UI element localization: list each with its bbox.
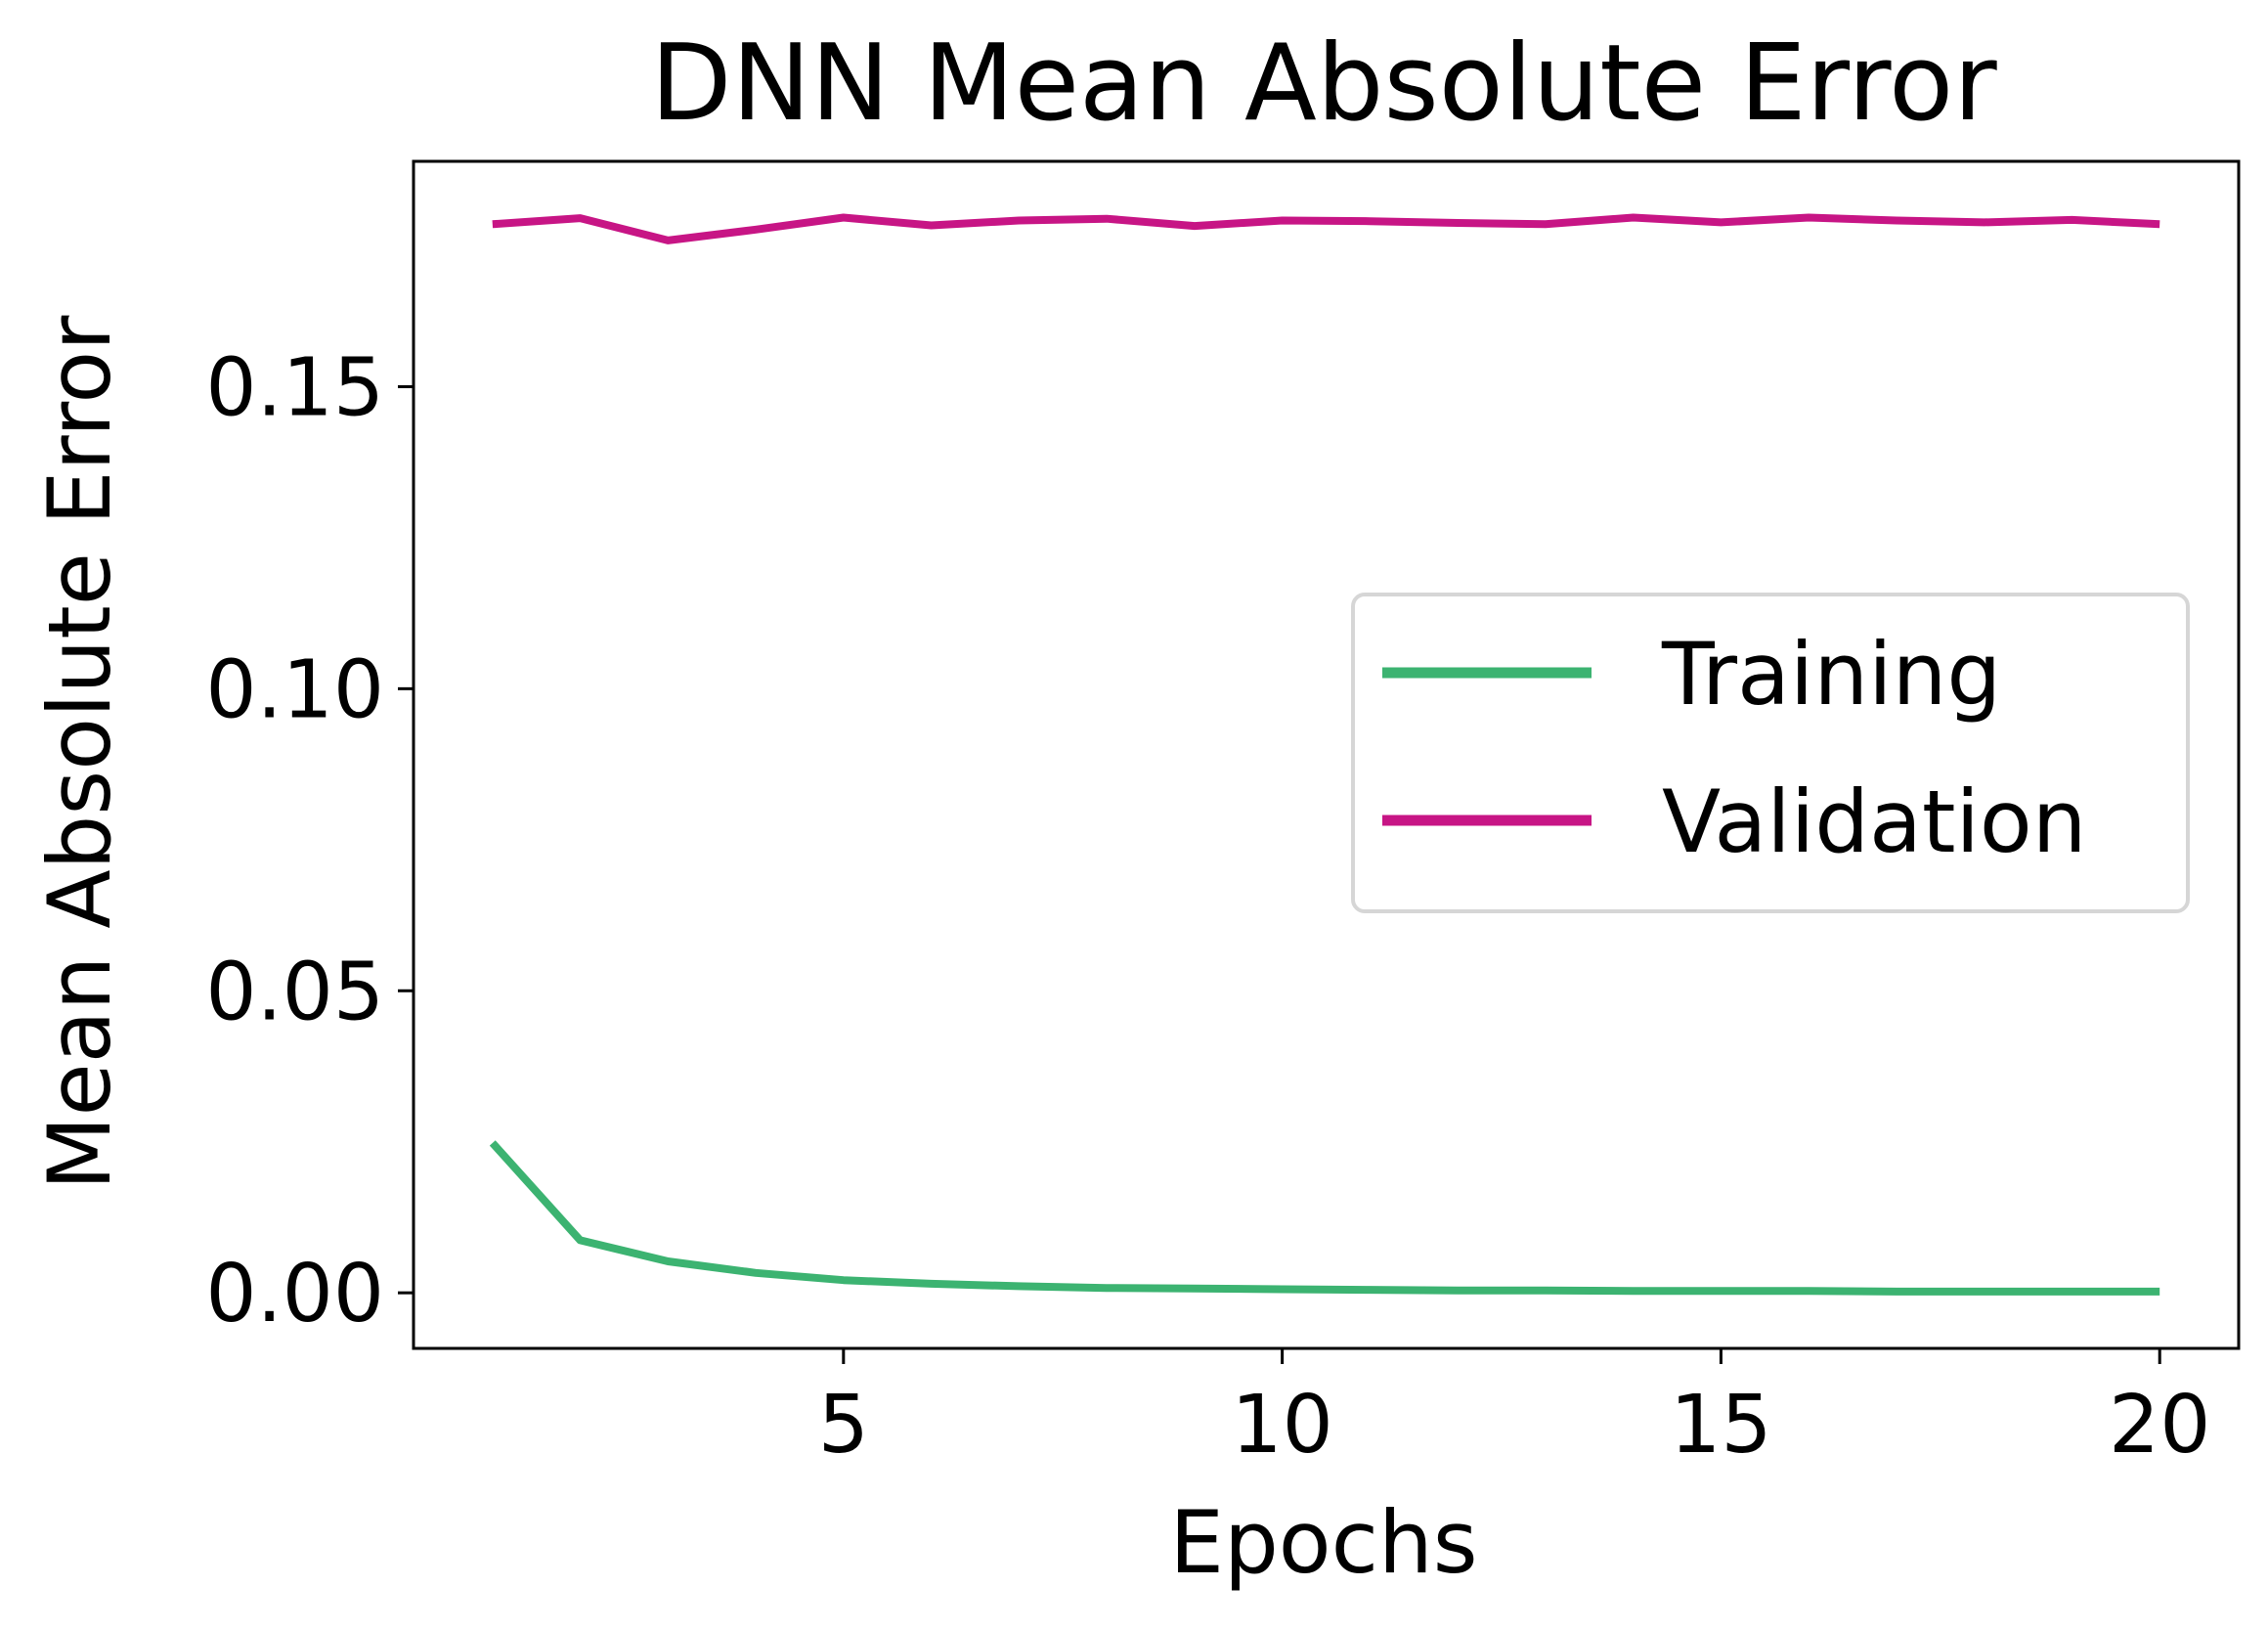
legend-label-training: Training	[1661, 624, 2001, 725]
plot-frame	[412, 159, 2241, 1350]
series-line-validation	[492, 213, 2160, 244]
y-axis-label: Mean Absolute Error	[29, 315, 130, 1191]
x-axis: 5 10 15 20	[818, 1348, 2210, 1472]
y-axis: 0.00 0.05 0.10 0.15	[205, 341, 414, 1341]
y-tick-label: 0.05	[205, 946, 384, 1038]
legend-label-validation: Validation	[1662, 771, 2087, 872]
x-tick-label: 15	[1670, 1379, 1771, 1472]
legend: Training Validation	[1351, 593, 2190, 913]
x-tick-label: 5	[818, 1379, 869, 1472]
series-line-training	[489, 1140, 2160, 1296]
plot-area	[412, 159, 2241, 1350]
y-tick-label: 0.00	[205, 1248, 384, 1341]
x-tick-label: 10	[1231, 1379, 1332, 1472]
chart-title: DNN Mean Absolute Error	[650, 22, 1997, 145]
x-tick-label: 20	[2109, 1379, 2210, 1472]
y-tick-label: 0.15	[205, 341, 384, 434]
y-tick-label: 0.10	[205, 643, 384, 736]
x-axis-label: Epochs	[1169, 1492, 1477, 1593]
series-layer	[489, 213, 2160, 1296]
